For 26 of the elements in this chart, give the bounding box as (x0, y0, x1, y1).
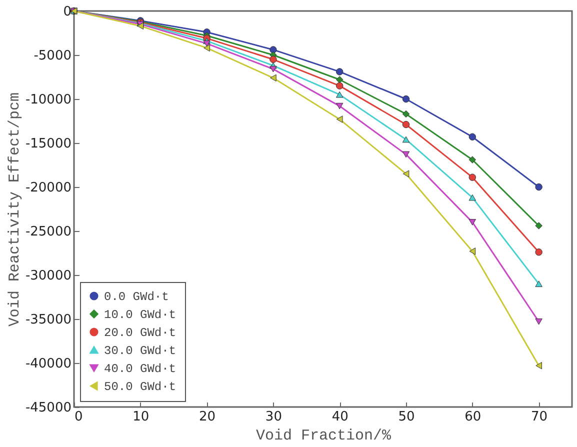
y-tick-label: -30000 (25, 268, 72, 284)
x-tick-label: 30 (265, 410, 282, 424)
x-axis-title: Void Fraction/% (256, 428, 392, 444)
x-tick-label: 0 (74, 410, 83, 424)
y-tick-label: -40000 (25, 356, 72, 372)
legend-label: 50.0 GWd·t (104, 380, 176, 394)
x-tick-label: 50 (398, 410, 415, 424)
y-axis-title: Void Reactivity Effect/pcm (6, 92, 24, 327)
y-tick-label: -20000 (25, 180, 72, 196)
x-tick-label: 70 (531, 410, 548, 424)
legend-label: 20.0 GWd·t (104, 326, 176, 340)
y-tick-label: -15000 (25, 136, 72, 152)
legend-label: 10.0 GWd·t (104, 308, 176, 322)
legend-label: 40.0 GWd·t (104, 362, 176, 376)
y-tick-label: -5000 (34, 48, 72, 64)
x-tick-label: 40 (332, 410, 348, 424)
y-tick-label: -25000 (25, 224, 72, 240)
legend-label: 0.0 GWd·t (104, 290, 169, 304)
x-tick-label: 20 (199, 410, 216, 424)
y-tick-label: -35000 (25, 312, 72, 328)
x-tick-label: 60 (464, 410, 482, 424)
x-tick-label: 10 (132, 410, 150, 424)
legend-label: 30.0 GWd·t (104, 344, 176, 358)
y-tick-label: 0 (63, 4, 72, 20)
y-tick-label: -10000 (25, 92, 72, 108)
y-tick-label: -45000 (25, 400, 72, 416)
